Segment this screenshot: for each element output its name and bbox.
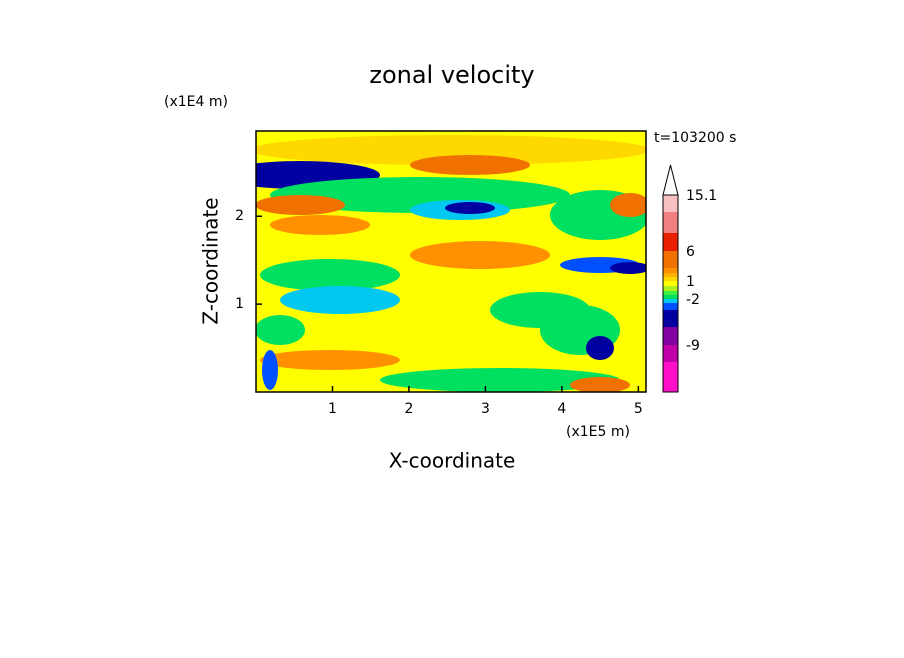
colorbar-band [663, 310, 678, 327]
colorbar-band [663, 295, 678, 299]
x-unit: (x1E5 m) [566, 424, 630, 440]
colorbar-band [663, 327, 678, 345]
x-tick-label: 2 [404, 401, 413, 417]
colorbar-label: 1 [686, 274, 695, 290]
colorbar-band [663, 195, 678, 212]
y-axis-label: Z-coordinate [199, 197, 223, 324]
y-tick-label: 1 [235, 296, 244, 312]
colorbar-label: -9 [686, 338, 700, 354]
x-tick-label: 3 [481, 401, 490, 417]
colorbar-label: 15.1 [686, 188, 717, 204]
colorbar-band [663, 291, 678, 295]
y-tick-label: 2 [235, 208, 244, 224]
colorbar-band [663, 268, 678, 273]
colorbar-band [663, 251, 678, 268]
colorbar-band [663, 299, 678, 303]
colorbar-arrow [662, 164, 679, 196]
colorbar-band [663, 212, 678, 233]
colorbar-band [663, 281, 678, 286]
x-tick-label: 5 [634, 401, 643, 417]
colorbar-band [663, 286, 678, 291]
plot-frame [255, 130, 647, 393]
chart-title: zonal velocity [369, 61, 534, 89]
colorbar-band [663, 362, 678, 392]
colorbar-band [663, 273, 678, 277]
colorbar-label: -2 [686, 292, 700, 308]
contour-field [256, 131, 646, 392]
y-unit: (x1E4 m) [164, 94, 228, 110]
time-label: t=103200 s [654, 130, 736, 146]
colorbar-band [663, 277, 678, 281]
x-tick-label: 1 [328, 401, 337, 417]
x-axis-label: X-coordinate [389, 449, 516, 473]
colorbar-band [663, 303, 678, 310]
colorbar-band [663, 233, 678, 251]
colorbar-band [663, 345, 678, 362]
x-tick-label: 4 [557, 401, 566, 417]
colorbar-frame [662, 194, 679, 393]
colorbar-label: 6 [686, 244, 695, 260]
